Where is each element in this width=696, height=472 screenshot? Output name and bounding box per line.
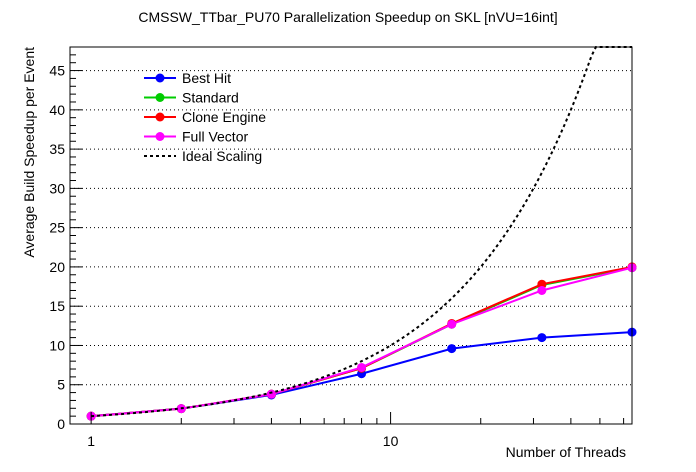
legend-marker-full-vector xyxy=(155,132,165,141)
legend-label-standard: Standard xyxy=(182,90,239,106)
x-tick-label: 10 xyxy=(383,433,399,449)
series-layer xyxy=(86,46,637,421)
y-tick-label: 35 xyxy=(49,141,65,157)
grid-lines xyxy=(70,70,632,386)
y-tick-label: 20 xyxy=(49,259,65,275)
legend-label-full-vector: Full Vector xyxy=(182,129,248,145)
plot-frame xyxy=(69,46,633,425)
y-tick-label: 45 xyxy=(49,63,65,79)
data-point-full-vector xyxy=(537,285,547,295)
legend-marker-clone-engine xyxy=(155,112,165,122)
data-point-full-vector xyxy=(357,362,367,372)
data-point-full-vector xyxy=(447,319,457,329)
series-line-ideal-scaling xyxy=(91,46,632,418)
chart-title: CMSSW_TTbar_PU70 Parallelization Speedup… xyxy=(138,9,557,25)
y-tick-label: 0 xyxy=(57,416,65,432)
y-tick-label: 5 xyxy=(57,377,65,393)
legend-label-clone-engine: Clone Engine xyxy=(182,109,266,125)
series-line-full-vector xyxy=(91,266,633,418)
axis-ticks: 0 5 10 15 20 25 30 35 40 45 1 10 xyxy=(49,54,625,449)
y-tick-label: 25 xyxy=(49,220,65,236)
legend-label-ideal-scaling: Ideal Scaling xyxy=(182,148,262,164)
data-point-best-hit xyxy=(537,333,547,343)
legend-marker-best-hit xyxy=(155,73,165,83)
x-axis-label: Number of Threads xyxy=(506,444,626,460)
y-tick-label: 40 xyxy=(49,102,65,118)
series-line-clone-engine xyxy=(91,265,633,418)
data-point-full-vector xyxy=(266,389,276,399)
legend-marker-standard xyxy=(155,93,165,102)
legend: Best Hit Standard Clone Engine Full Vector I… xyxy=(144,70,266,164)
data-point-best-hit xyxy=(447,344,457,354)
y-tick-label: 10 xyxy=(49,337,65,353)
y-tick-label: 15 xyxy=(49,298,65,314)
data-point-clone-engine xyxy=(537,279,547,289)
series-line-standard xyxy=(91,266,633,418)
y-axis-label: Average Build Speedup per Event xyxy=(21,47,37,258)
legend-label-best-hit: Best Hit xyxy=(182,70,231,86)
y-tick-label: 30 xyxy=(49,180,65,196)
x-tick-label: 1 xyxy=(87,433,95,449)
